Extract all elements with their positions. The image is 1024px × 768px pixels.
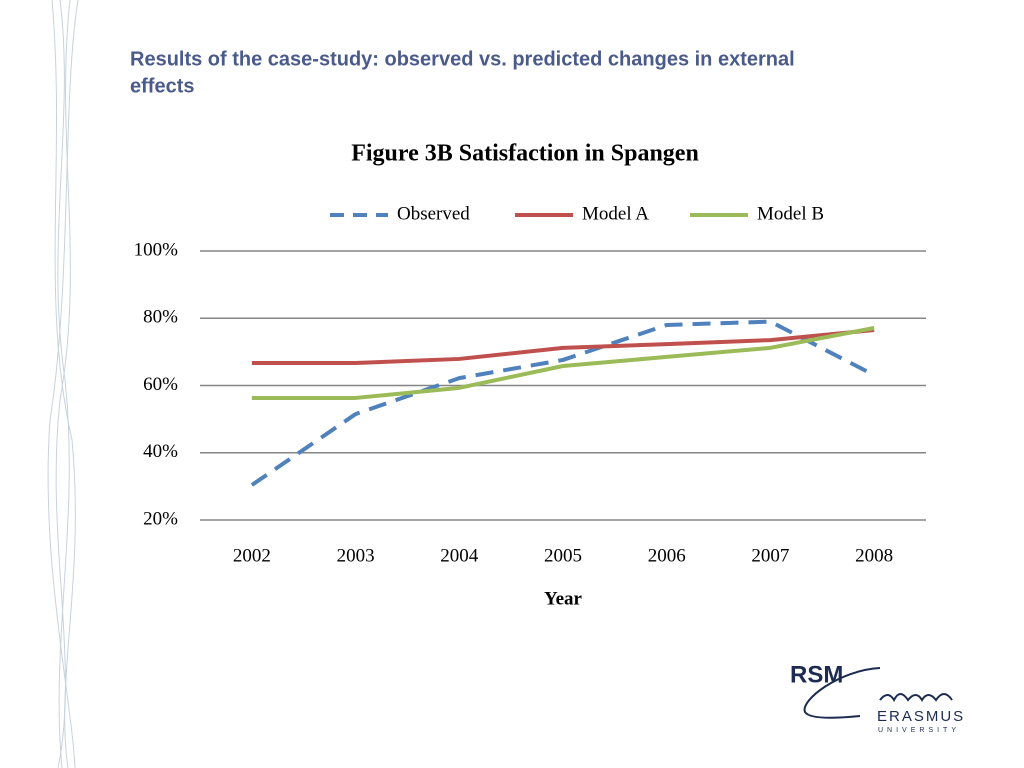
x-axis-label: Year [544,588,583,609]
x-tick-label: 2003 [337,545,375,566]
chart-title: Figure 3B Satisfaction in Spangen [351,141,699,167]
y-tick-label: 40% [143,441,178,462]
y-tick-label: 60% [143,374,178,395]
logo-signature [803,667,881,719]
y-tick-label: 20% [143,508,178,529]
series-line [251,326,875,400]
x-tick-label: 2008 [855,545,893,566]
y-tick-label: 100% [134,239,179,260]
legend-label: Model A [582,203,649,224]
legend-label: Model B [757,203,824,224]
logo-subtitle: UNIVERSITY [878,727,960,734]
x-tick-label: 2004 [440,545,479,566]
logo-name: ERASMUS [877,708,965,725]
logo-brand: RSM [790,661,843,688]
logo-signature [879,693,953,703]
y-tick-label: 80% [143,307,178,328]
x-tick-label: 2005 [544,545,582,566]
slide-title-1: Results of the case-study: observed vs. … [130,48,795,70]
series-line [251,328,875,365]
slide-title-2: effects [130,75,194,97]
x-tick-label: 2002 [233,545,271,566]
x-tick-label: 2007 [751,545,789,566]
x-tick-label: 2006 [648,545,686,566]
legend-label: Observed [397,203,470,224]
decoration [47,0,79,768]
series-line [250,319,876,487]
